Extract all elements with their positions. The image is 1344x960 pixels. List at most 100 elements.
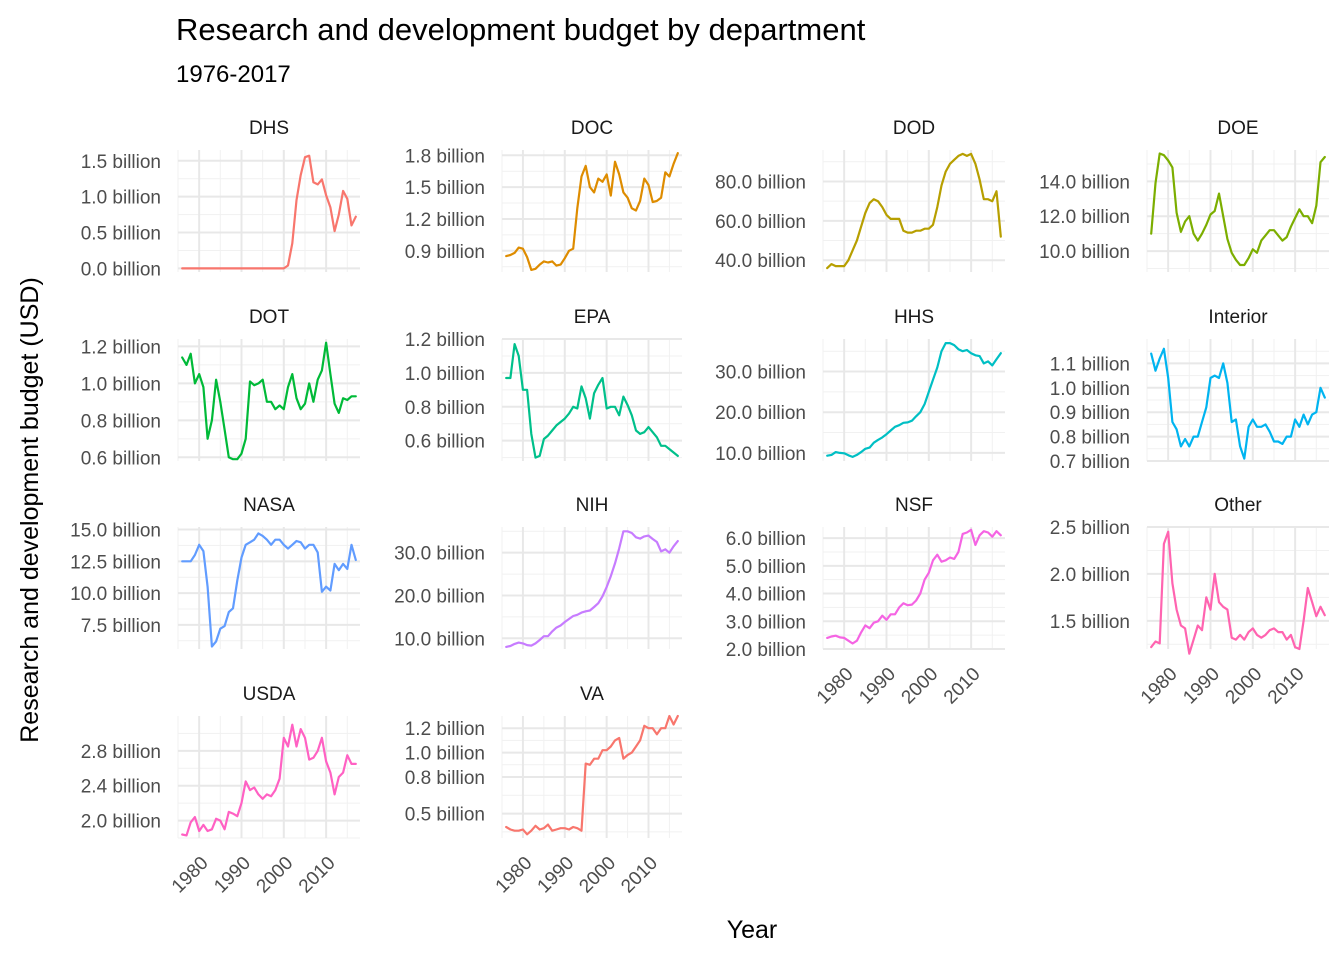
series-line-epa <box>505 343 679 459</box>
panel-background <box>502 150 682 272</box>
panel-doc: 0.9 billion 1.2 billion 1.5 billion 1.8 bil… <box>405 118 682 272</box>
y-tick-label: 1.0 billion <box>405 744 485 765</box>
y-tick-label: 10.0 billion <box>70 584 161 605</box>
y-tick-label: 0.9 billion <box>405 242 485 263</box>
series-line-nsf <box>826 528 1002 645</box>
y-tick-label: 0.7 billion <box>1050 452 1130 473</box>
y-tick-label: 14.0 billion <box>1039 172 1130 193</box>
panel-strip-label: VA <box>580 684 604 705</box>
y-tick-label: 30.0 billion <box>715 363 806 384</box>
panel-usda: 2.0 billion 2.4 billion 2.8 billion USDA 198… <box>81 684 360 897</box>
panel-dot: 0.6 billion 0.8 billion 1.0 billion 1.2 bil… <box>81 307 360 469</box>
panel-strip-label: DOC <box>571 118 613 139</box>
y-tick-label: 10.0 billion <box>394 629 485 650</box>
y-tick-label: 10.0 billion <box>715 444 806 465</box>
chart-subtitle: 1976-2017 <box>176 61 291 88</box>
y-tick-label: 10.0 billion <box>1039 242 1130 263</box>
y-tick-label: 0.9 billion <box>1050 403 1130 424</box>
y-tick-label: 1.2 billion <box>81 337 161 358</box>
y-tick-label: 0.6 billion <box>405 432 485 453</box>
series-line-nih <box>505 530 679 649</box>
x-tick-label: 2010 <box>940 664 985 709</box>
panel-strip-label: DOT <box>249 307 290 328</box>
y-tick-label: 7.5 billion <box>81 616 161 637</box>
y-tick-label: 0.8 billion <box>405 398 485 419</box>
y-tick-label: 1.2 billion <box>405 330 485 351</box>
series-line-interior <box>1150 347 1326 460</box>
x-tick-label: 1980 <box>813 664 858 709</box>
y-tick-label: 2.5 billion <box>1050 518 1130 539</box>
y-tick-label: 0.8 billion <box>1050 428 1130 449</box>
y-tick-label: 2.4 billion <box>81 777 161 798</box>
x-tick-label: 1990 <box>855 664 900 709</box>
panel-nasa: 7.5 billion 10.0 billion 12.5 billion 15.0 … <box>70 495 360 649</box>
y-tick-label: 5.0 billion <box>726 557 806 578</box>
y-tick-label: 1.2 billion <box>405 210 485 231</box>
y-tick-label: 1.0 billion <box>1050 379 1130 400</box>
panel-strip-label: NSF <box>895 495 933 516</box>
panel-dod: 40.0 billion 60.0 billion 80.0 billion DOD <box>715 118 1005 272</box>
y-tick-label: 12.5 billion <box>70 552 161 573</box>
panel-background <box>823 339 1005 461</box>
series-line-dot <box>181 341 357 461</box>
series-line-dod <box>826 152 1002 270</box>
panel-doe: 10.0 billion 12.0 billion 14.0 billion DOE <box>1039 118 1329 272</box>
panel-nih: 10.0 billion 20.0 billion 30.0 billion NIH <box>394 495 682 650</box>
y-tick-label: 0.0 billion <box>81 259 161 280</box>
panel-other: 1.5 billion 2.0 billion 2.5 billion Other 19… <box>1050 495 1329 708</box>
x-tick-label: 1990 <box>210 853 255 898</box>
y-tick-label: 1.2 billion <box>405 719 485 740</box>
x-tick-label: 1980 <box>1137 664 1182 709</box>
y-tick-label: 20.0 billion <box>394 586 485 607</box>
panel-nsf: 2.0 billion 3.0 billion 4.0 billion 5.0 bil… <box>726 495 1005 708</box>
y-tick-label: 40.0 billion <box>715 251 806 272</box>
panel-epa: 0.6 billion 0.8 billion 1.0 billion 1.2 bil… <box>405 307 682 461</box>
y-tick-label: 1.1 billion <box>1050 354 1130 375</box>
panel-strip-label: HHS <box>894 307 934 328</box>
panel-strip-label: Other <box>1214 495 1262 516</box>
panel-strip-label: EPA <box>574 307 611 328</box>
x-tick-label: 2000 <box>575 853 620 898</box>
series-line-doe <box>1150 152 1326 267</box>
y-axis-title: Research and development budget (USD) <box>16 277 44 743</box>
x-axis-title: Year <box>727 916 778 944</box>
series-line-nasa <box>181 532 357 648</box>
x-tick-label: 1990 <box>1179 664 1224 709</box>
y-tick-label: 2.0 billion <box>726 640 806 661</box>
series-line-dhs <box>181 154 357 270</box>
panel-strip-label: Interior <box>1208 307 1268 328</box>
panel-background <box>178 339 360 461</box>
y-tick-label: 0.6 billion <box>81 448 161 469</box>
panel-background <box>823 527 1005 649</box>
panel-hhs: 10.0 billion 20.0 billion 30.0 billion HHS <box>715 307 1005 465</box>
y-tick-label: 30.0 billion <box>394 544 485 565</box>
panel-strip-label: NASA <box>243 495 295 516</box>
y-tick-label: 1.5 billion <box>405 178 485 199</box>
y-tick-label: 1.0 billion <box>81 374 161 395</box>
y-tick-label: 60.0 billion <box>715 212 806 233</box>
x-tick-label: 2000 <box>1222 664 1267 709</box>
panel-strip-label: DOD <box>893 118 935 139</box>
panel-interior: 0.7 billion 0.8 billion 0.9 billion 1.0 bil… <box>1050 307 1329 473</box>
panel-strip-label: DHS <box>249 118 289 139</box>
y-tick-label: 1.5 billion <box>1050 612 1130 633</box>
panel-strip-label: NIH <box>576 495 609 516</box>
x-tick-label: 2000 <box>898 664 943 709</box>
panel-strip-label: DOE <box>1217 118 1258 139</box>
series-line-doc <box>505 152 679 271</box>
x-tick-label: 1980 <box>492 853 537 898</box>
y-tick-label: 1.5 billion <box>81 152 161 173</box>
y-tick-label: 6.0 billion <box>726 529 806 550</box>
y-tick-label: 1.8 billion <box>405 146 485 167</box>
y-tick-label: 4.0 billion <box>726 585 806 606</box>
y-tick-label: 20.0 billion <box>715 403 806 424</box>
y-tick-label: 3.0 billion <box>726 612 806 633</box>
x-tick-label: 1980 <box>168 853 213 898</box>
panel-background <box>823 150 1005 272</box>
y-tick-label: 0.5 billion <box>81 224 161 245</box>
y-tick-label: 15.0 billion <box>70 521 161 542</box>
panel-va: 0.5 billion 0.8 billion 1.0 billion 1.2 bil… <box>405 684 682 897</box>
panel-background <box>502 527 682 649</box>
